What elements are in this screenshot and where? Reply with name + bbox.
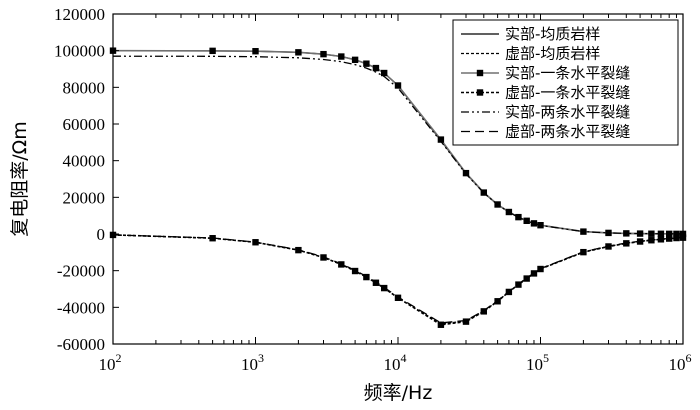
x-tick-label: 105 — [526, 351, 549, 374]
x-tick-label-base: 10 — [526, 355, 543, 374]
data-point-marker — [648, 230, 655, 237]
y-tick-label: 60000 — [63, 115, 106, 134]
legend-label: 虚部-一条水平裂缝 — [505, 84, 630, 102]
y-tick-label: 120000 — [54, 5, 105, 24]
data-point-marker — [351, 267, 359, 275]
legend-label: 实部-一条水平裂缝 — [505, 64, 630, 82]
data-point-marker — [295, 246, 302, 254]
data-point-marker — [657, 230, 665, 237]
x-tick-label: 106 — [669, 351, 692, 374]
data-point-marker — [338, 53, 345, 60]
data-point-marker — [580, 248, 587, 256]
data-point-marker — [252, 48, 259, 55]
x-tick-label: 104 — [384, 351, 407, 374]
data-point-marker — [580, 228, 587, 235]
y-tick-label: -20000 — [57, 262, 105, 281]
data-point-marker — [462, 318, 470, 325]
y-tick-label: 100000 — [54, 42, 105, 61]
data-point-marker — [665, 235, 673, 242]
data-point-marker — [515, 281, 522, 288]
data-point-marker — [515, 213, 522, 221]
y-tick-label: -40000 — [57, 298, 105, 317]
data-point-marker — [363, 60, 370, 67]
y-tick-label: 20000 — [63, 188, 106, 207]
data-point-marker — [252, 239, 259, 246]
data-point-marker — [657, 236, 665, 243]
x-tick-label: 103 — [241, 351, 264, 374]
data-point-marker — [295, 49, 302, 56]
data-point-marker — [480, 189, 487, 196]
data-point-marker — [320, 50, 327, 58]
data-point-marker — [636, 230, 644, 237]
x-tick-label-exponent: 3 — [258, 351, 264, 365]
data-point-marker — [673, 234, 680, 242]
data-point-marker — [351, 56, 359, 64]
data-point-marker — [623, 230, 630, 237]
data-point-marker — [462, 169, 470, 177]
data-point-marker — [523, 275, 530, 282]
x-tick-label-exponent: 6 — [686, 351, 692, 365]
ticks-layer: 120000 100000 80000 60000 40000 20000 0 -20000 -… — [54, 5, 692, 374]
data-point-marker — [623, 240, 630, 247]
legend-label: 实部-均质岩样 — [505, 25, 600, 43]
x-tick-label-base: 10 — [384, 355, 401, 374]
data-point-marker — [480, 308, 487, 315]
data-point-marker — [320, 254, 327, 261]
x-tick-label-base: 10 — [241, 355, 258, 374]
legend: 实部-均质岩样虚部-均质岩样实部-一条水平裂缝虚部-一条水平裂缝实部-两条水平裂… — [452, 19, 679, 146]
x-tick-label-exponent: 5 — [543, 351, 549, 365]
data-point-marker — [673, 230, 680, 238]
y-tick-label: 40000 — [63, 152, 106, 171]
legend-label: 实部-两条水平裂缝 — [505, 103, 630, 121]
x-tick-label-exponent: 4 — [401, 351, 407, 365]
data-point-marker — [530, 220, 538, 227]
data-point-marker — [648, 237, 655, 244]
x-tick-label-base: 10 — [669, 355, 686, 374]
data-point-marker — [338, 261, 345, 268]
data-point-marker — [605, 243, 612, 250]
data-point-marker — [505, 288, 513, 296]
data-point-marker — [636, 238, 644, 245]
data-point-marker — [665, 230, 673, 238]
x-axis-title: 频率/Hz — [364, 382, 433, 404]
data-point-marker — [537, 265, 544, 273]
legend-swatch-marker — [476, 89, 484, 96]
y-axis-title: 复电阻率/Ωm — [9, 121, 31, 236]
y-tick-label: 80000 — [63, 78, 106, 97]
data-point-marker — [537, 222, 544, 229]
legend-swatch-marker — [476, 69, 484, 77]
series-line-6 — [112, 234, 684, 324]
data-point-marker — [494, 298, 501, 305]
legend-label: 虚部-均质岩样 — [505, 45, 600, 63]
x-tick-label: 102 — [99, 351, 122, 374]
legend-box — [452, 19, 679, 146]
data-point-marker — [372, 64, 380, 72]
data-point-marker — [494, 201, 501, 208]
data-point-marker — [394, 82, 402, 89]
data-point-marker — [437, 321, 445, 328]
data-point-marker — [372, 279, 380, 286]
data-point-marker — [394, 294, 402, 301]
x-tick-label-exponent: 2 — [116, 351, 122, 365]
data-point-marker — [380, 69, 388, 77]
data-point-marker — [209, 235, 216, 242]
data-point-marker — [505, 208, 513, 216]
y-tick-label: 0 — [97, 225, 106, 244]
legend-label: 虚部-两条水平裂缝 — [505, 123, 630, 141]
data-point-marker — [605, 229, 612, 237]
x-tick-label-base: 10 — [99, 355, 116, 374]
data-point-marker — [363, 273, 370, 281]
y-tick-label: -60000 — [57, 335, 105, 354]
data-point-marker — [523, 217, 530, 224]
data-point-marker — [209, 47, 216, 55]
data-point-marker — [437, 136, 445, 143]
data-point-marker — [380, 284, 388, 292]
data-point-marker — [530, 270, 538, 277]
